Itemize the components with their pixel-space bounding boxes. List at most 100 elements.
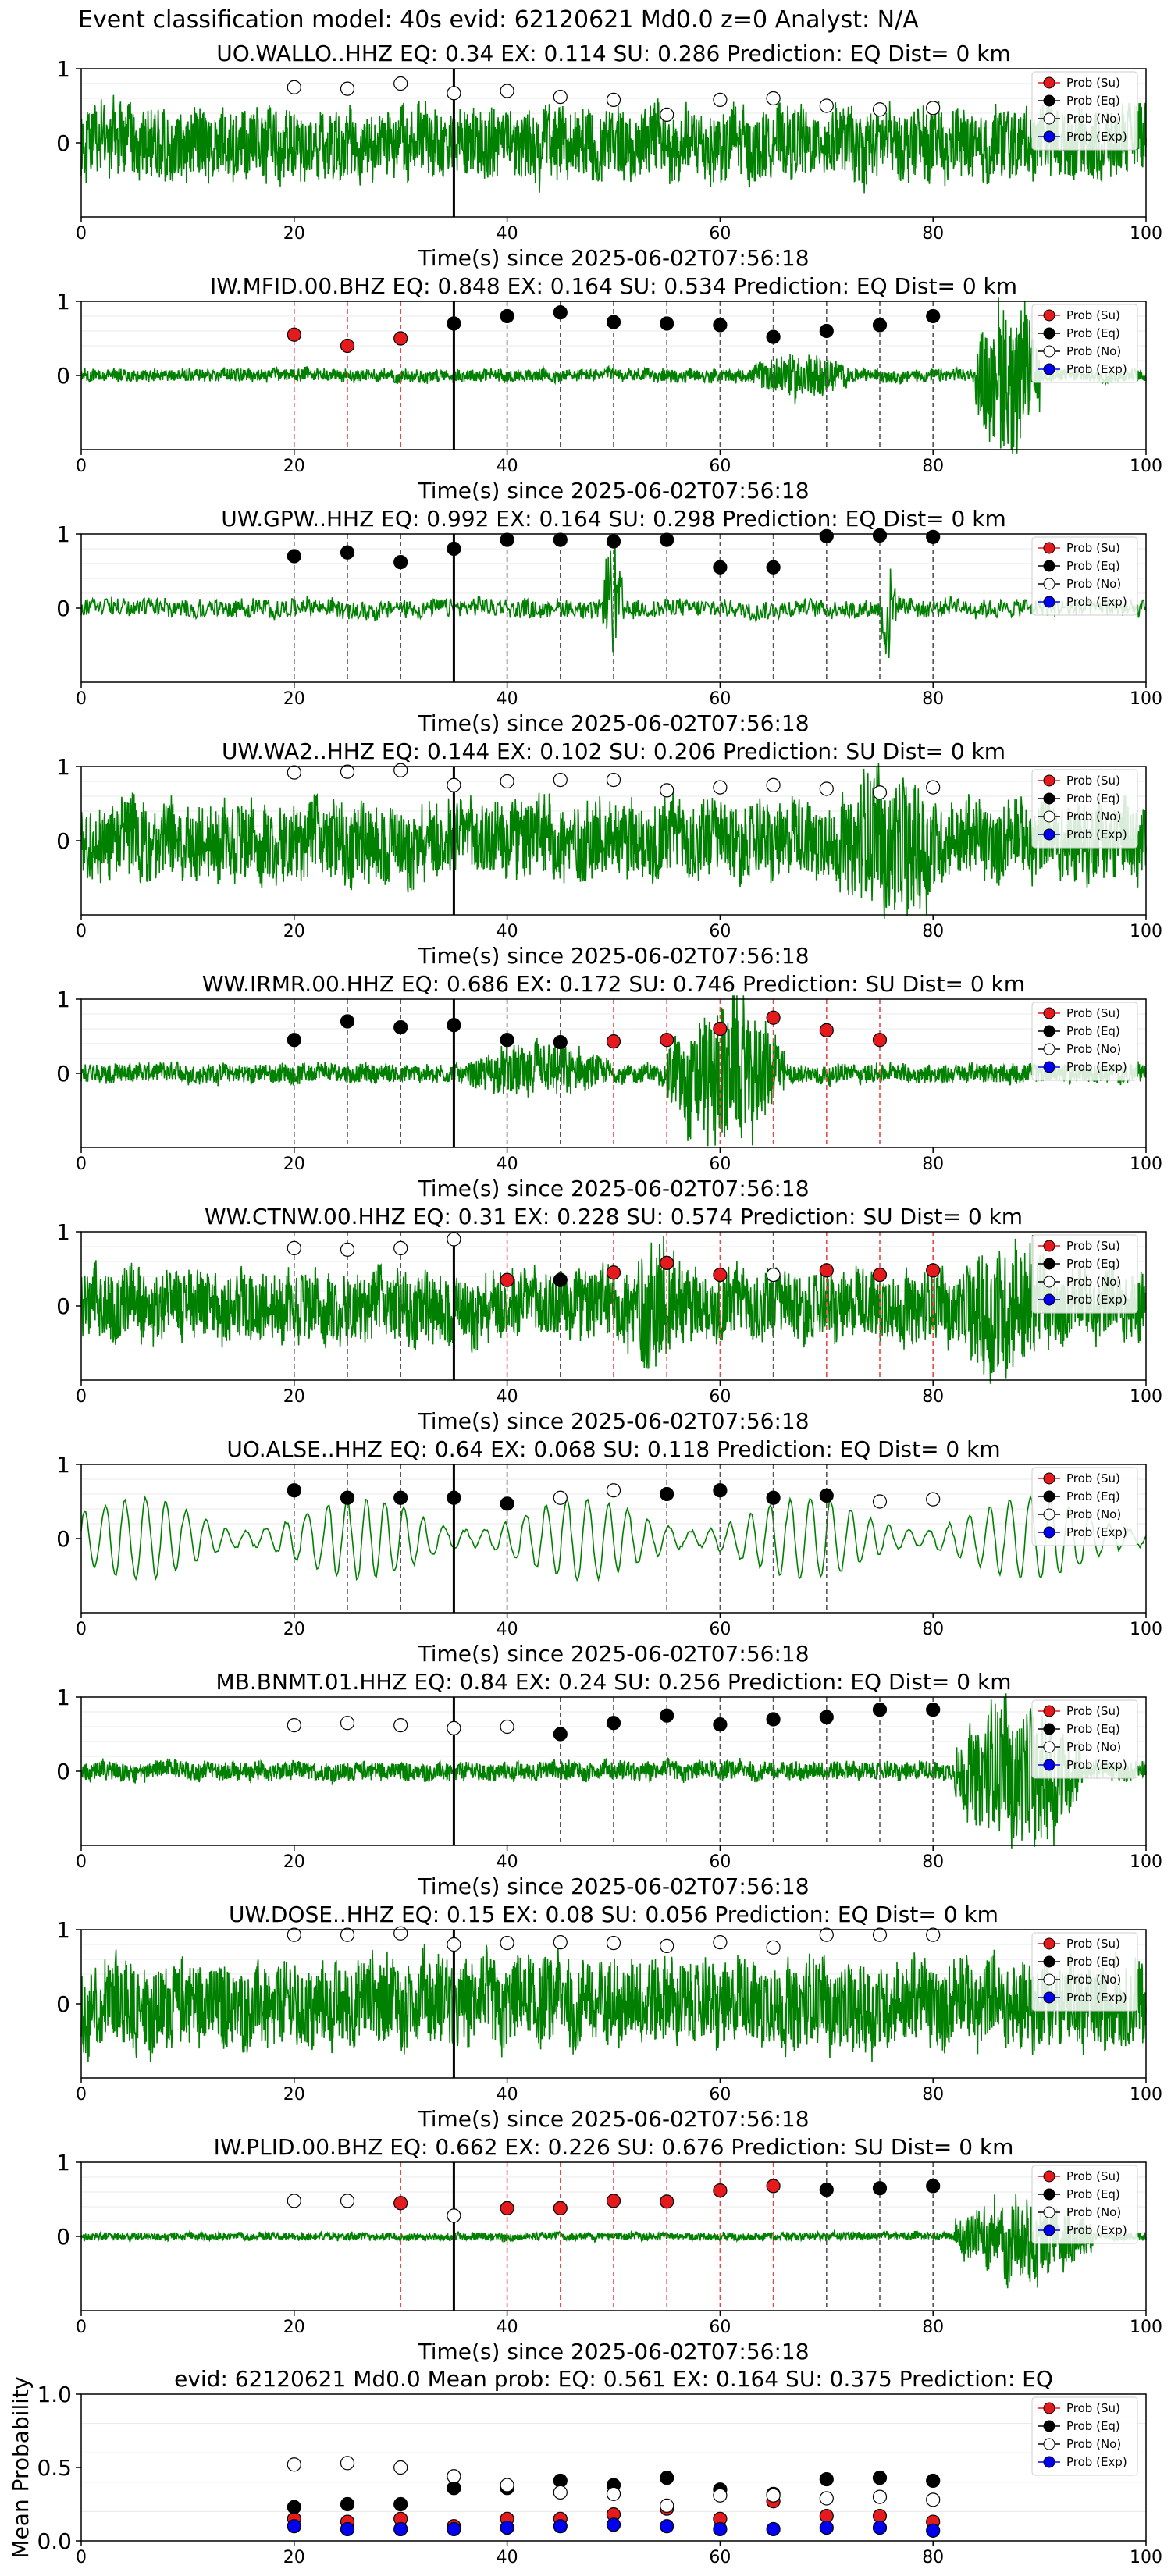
x-tick-label: 40 [497,922,518,941]
y-tick-label: 1 [56,1917,70,1943]
x-axis-label: Time(s) since 2025-06-02T07:56:18 [417,2106,809,2132]
prob-marker [819,1023,834,1038]
y-tick-label: 1 [56,754,70,780]
legend-label: Prob (Exp) [1066,827,1127,841]
prob-marker [660,316,674,331]
x-tick-label: 60 [709,1620,731,1639]
x-tick-label: 40 [497,2085,518,2105]
mean-prob-point [340,2521,355,2537]
x-tick-label: 20 [283,1387,305,1407]
prob-marker [713,780,728,795]
legend-label: Prob (No) [1066,1973,1121,1987]
prob-marker [713,318,728,333]
prob-marker [819,323,834,339]
x-tick-label: 20 [283,1620,305,1639]
prob-marker [872,1033,888,1048]
prob-marker [500,1033,514,1048]
legend-box [1031,2396,1138,2476]
legend-marker [1043,2188,1055,2201]
prob-marker [766,560,781,575]
legend-marker [1043,76,1055,89]
waveform-trace [80,995,1147,1147]
legend-label: Prob (Exp) [1066,1060,1127,1074]
legend-box [1031,2165,1138,2244]
prob-marker [766,2179,781,2194]
prob-marker [500,1936,514,1951]
prob-marker [287,80,301,94]
prob-marker [819,1488,834,1503]
waveform-trace [80,1942,1147,2062]
x-tick-label: 40 [497,2318,518,2337]
legend-label: Prob (No) [1066,1042,1121,1056]
mean-prob-point [926,2492,941,2507]
prob-marker [553,1490,568,1505]
legend-label: Prob (Su) [1066,1471,1120,1485]
station-panel: WW.IRMR.00.HHZ EQ: 0.686 EX: 0.172 SU: 0… [56,971,1162,1201]
x-tick-label: 100 [1130,1387,1162,1407]
prob-marker [606,2194,621,2208]
x-tick-label: 20 [283,1852,305,1872]
prob-marker [340,1716,355,1731]
x-tick-label: 40 [497,224,518,244]
prob-marker [819,98,834,113]
x-tick-label: 80 [922,224,944,244]
prob-marker [766,1490,781,1505]
x-tick-label: 0 [76,1852,87,1872]
station-panel: IW.PLID.00.BHZ EQ: 0.662 EX: 0.226 SU: 0… [56,2134,1162,2364]
panel-title: UW.WA2..HHZ EQ: 0.144 EX: 0.102 SU: 0.20… [222,738,1005,764]
x-tick-label: 80 [922,2318,944,2337]
prob-marker [660,532,674,547]
legend-label: Prob (Eq) [1066,1024,1120,1038]
waveform-trace [80,94,1147,194]
legend-label: Prob (Exp) [1066,1293,1127,1307]
prob-marker [819,1927,834,1942]
y-tick-label: 0 [56,1526,70,1552]
prob-marker [500,84,514,98]
legend-box [1031,536,1138,616]
mean-prob-point [287,2500,301,2514]
y-tick-label: 0 [56,1759,70,1784]
x-tick-label: 60 [709,457,731,476]
prob-marker [553,1034,568,1050]
legend-label: Prob (No) [1066,577,1121,591]
prob-marker [713,1483,728,1498]
prob-marker [340,1014,355,1029]
prob-marker [713,1021,728,1037]
y-tick-label: 0 [56,1991,70,2017]
x-axis-label: Time(s) since 2025-06-02T07:56:18 [417,245,809,271]
x-tick-label: 60 [709,689,731,709]
prob-marker [926,1927,941,1942]
legend-marker [1043,309,1055,322]
x-tick-label: 100 [1130,224,1162,244]
legend-label: Prob (Exp) [1066,1758,1127,1772]
waveform-trace [80,1235,1147,1384]
prob-marker [872,1703,888,1717]
legend-marker [1043,1723,1055,1735]
y-tick-label: 0 [56,828,70,854]
y-tick-label: 1 [56,987,70,1012]
prob-marker [553,1727,568,1742]
x-tick-label: 60 [709,2548,731,2567]
x-tick-label: 80 [922,1155,944,1174]
legend-label: Prob (Su) [1066,2401,1120,2415]
legend-marker [1043,112,1055,125]
prob-marker [553,2201,568,2215]
legend-label: Prob (Su) [1066,76,1120,90]
legend-marker [1043,1472,1055,1485]
mean-prob-point [660,2519,674,2534]
x-axis-label: Time(s) since 2025-06-02T07:56:18 [417,943,809,969]
mean-prob-point [500,2478,514,2492]
x-tick-label: 20 [283,2085,305,2105]
prob-marker [340,764,355,779]
legend-marker [1043,1258,1055,1270]
station-panel: UO.ALSE..HHZ EQ: 0.64 EX: 0.068 SU: 0.11… [56,1436,1162,1667]
prob-marker [819,1710,834,1724]
legend-box [1031,769,1138,849]
mean-prob-point [713,2488,728,2503]
prob-marker [393,1926,408,1941]
prob-marker [287,327,301,342]
y-tick-label: 0 [56,130,70,156]
prob-marker [872,1494,888,1509]
legend-marker [1043,810,1055,823]
y-tick-label: 1 [56,1685,70,1710]
